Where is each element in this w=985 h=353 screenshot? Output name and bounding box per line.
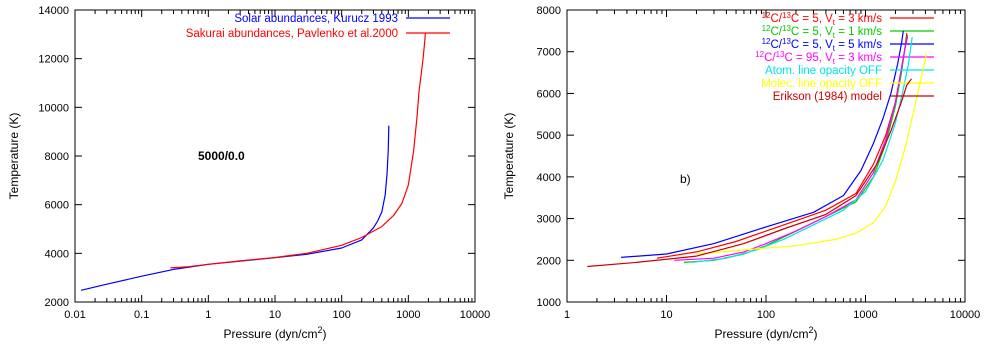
y-tick-label: 6000 xyxy=(537,88,561,100)
x-tick-label: 10 xyxy=(269,309,281,321)
x-tick-label: 0.1 xyxy=(134,309,149,321)
right-chart-panel: 1 10 100 1000 10000 1000 2000 3000 4000 5000 6000 7… xyxy=(502,5,980,341)
y-tick-label: 2000 xyxy=(537,255,561,267)
legend-label: 12C/13C = 5, Vt = 5 km/s xyxy=(762,37,883,53)
x-axis-label: Pressure (dyn/cm2) xyxy=(714,325,817,341)
y-tick-label: 8000 xyxy=(537,5,561,17)
y-tick-label: 10000 xyxy=(38,102,69,114)
x-tick-label: 100 xyxy=(757,309,775,321)
x-tick-label: 10000 xyxy=(460,309,491,321)
y-tick-label: 5000 xyxy=(537,130,561,142)
x-tick-label: 10 xyxy=(660,309,672,321)
y-tick-label: 6000 xyxy=(45,200,69,212)
legend-label: 12C/13C = 5, Vt = 3 km/s xyxy=(762,11,883,27)
legend-label: Molec. line opacity OFF xyxy=(761,78,882,90)
x-tick-label: 100 xyxy=(332,309,350,321)
x-tick-label: 1 xyxy=(205,309,211,321)
x-tick-label: 1000 xyxy=(396,309,420,321)
x-tick-label: 1 xyxy=(564,309,570,321)
series-line-6 xyxy=(696,53,928,255)
y-tick-label: 2000 xyxy=(45,297,69,309)
legend-label: 12C/13C = 5, Vt = 1 km/s xyxy=(762,24,883,40)
series-line-2 xyxy=(683,34,909,263)
y-tick-label: 12000 xyxy=(38,54,69,66)
legend-label: 12C/13C = 95, Vt = 3 km/s xyxy=(755,50,882,66)
legend-label: Atom. line opacity OFF xyxy=(765,65,882,77)
left-chart-panel: 0.01 0.1 1 10 100 1000 10000 2000 4000 6000 8000 10… xyxy=(7,5,490,341)
legend-label: Erikson (1984) model xyxy=(773,91,882,103)
x-axis-label: Pressure (dyn/cm2) xyxy=(223,325,326,341)
legend-label: Sakurai abundances, Pavlenko et al.2000 xyxy=(186,28,398,40)
y-tick-label: 7000 xyxy=(537,47,561,59)
panel-annotation: 5000/0.0 xyxy=(198,149,245,163)
x-tick-label: 0.01 xyxy=(64,309,85,321)
y-tick-label: 14000 xyxy=(38,5,69,17)
y-axis-label: Temperature (K) xyxy=(502,113,516,200)
y-tick-label: 8000 xyxy=(45,151,69,163)
y-tick-label: 1000 xyxy=(537,297,561,309)
x-tick-label: 10000 xyxy=(950,309,981,321)
series-line-3 xyxy=(621,30,904,258)
legend-label: Solar abundances, Kurucz 1993 xyxy=(234,13,398,25)
series-line-1 xyxy=(80,125,390,291)
y-tick-label: 3000 xyxy=(537,214,561,226)
series-line-5 xyxy=(691,37,913,263)
y-axis-label: Temperature (K) xyxy=(7,113,21,200)
series-line-2 xyxy=(170,33,426,269)
series-line-7 xyxy=(587,78,912,268)
y-tick-label: 4000 xyxy=(537,172,561,184)
panel-annotation: b) xyxy=(680,172,691,186)
y-tick-label: 4000 xyxy=(45,248,69,260)
x-tick-label: 1000 xyxy=(853,309,877,321)
